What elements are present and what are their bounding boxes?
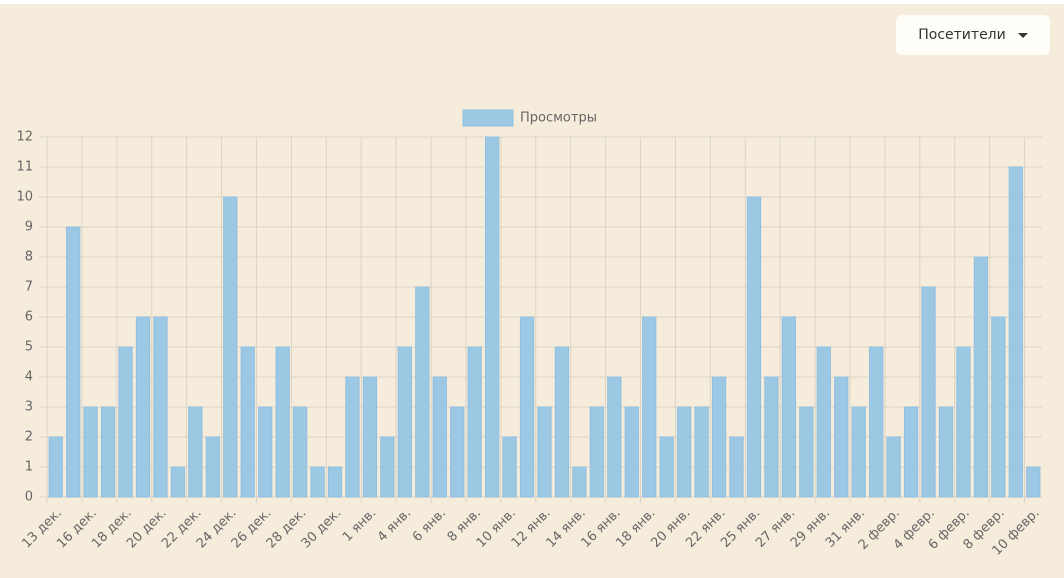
- bar: [869, 346, 884, 498]
- bar: [450, 406, 465, 498]
- bar: [834, 376, 849, 498]
- y-tick-label: 5: [25, 340, 33, 355]
- bar: [223, 196, 238, 498]
- bar: [135, 316, 151, 498]
- dropdown-button[interactable]: Посетители: [896, 15, 1050, 55]
- bar: [310, 466, 325, 498]
- bar: [345, 376, 360, 498]
- y-tick-label: 2: [25, 430, 33, 445]
- bar: [83, 406, 98, 498]
- bar: [1008, 166, 1023, 498]
- bar: [554, 346, 570, 498]
- bar: [589, 406, 605, 498]
- bar: [188, 406, 203, 498]
- y-tick-label: 11: [16, 160, 33, 175]
- bar: [921, 286, 936, 498]
- bar: [903, 406, 919, 498]
- bar: [729, 436, 744, 498]
- bar: [327, 466, 343, 498]
- y-tick-label: 8: [25, 250, 33, 265]
- bar: [537, 406, 552, 498]
- bar: [502, 436, 517, 498]
- y-tick-label: 7: [25, 280, 33, 295]
- bar: [100, 406, 116, 498]
- bar: [397, 346, 412, 498]
- bar: [851, 406, 866, 498]
- bar: [467, 346, 482, 498]
- bar: [66, 226, 81, 498]
- x-tick-label: 6 янв.: [410, 506, 449, 545]
- y-tick-label: 3: [25, 400, 33, 415]
- bar: [432, 376, 447, 498]
- bar: [380, 436, 395, 498]
- y-tick-label: 12: [16, 130, 33, 145]
- bar: [153, 316, 168, 498]
- bar: [415, 286, 430, 498]
- bar: [170, 466, 186, 498]
- bar: [938, 406, 954, 498]
- bar: [484, 136, 500, 498]
- bar: [292, 406, 308, 498]
- bar: [886, 436, 901, 498]
- bar: [362, 376, 378, 498]
- bar: [118, 346, 133, 498]
- legend-swatch: [462, 109, 514, 127]
- bar: [48, 436, 63, 498]
- bar: [519, 316, 535, 498]
- y-tick-label: 1: [25, 460, 33, 475]
- bar: [624, 406, 639, 498]
- legend-label: Просмотры: [520, 111, 597, 126]
- y-tick-label: 10: [16, 190, 33, 205]
- bar: [694, 406, 709, 498]
- button-label: Посетители: [918, 27, 1006, 43]
- bar: [973, 256, 989, 498]
- top-strip: [0, 0, 1064, 4]
- bar: [258, 406, 273, 498]
- bar: [799, 406, 814, 498]
- y-tick-label: 0: [25, 490, 33, 505]
- y-tick-label: 4: [25, 370, 33, 385]
- bar: [746, 196, 762, 498]
- bar: [607, 376, 622, 498]
- bar: [764, 376, 779, 498]
- bar: [781, 316, 797, 498]
- bar: [659, 436, 674, 498]
- y-tick-label: 9: [25, 220, 33, 235]
- bar: [991, 316, 1006, 498]
- bar: [205, 436, 220, 498]
- bar: [1026, 466, 1041, 498]
- bar: [275, 346, 290, 498]
- bar: [816, 346, 831, 498]
- bar: [711, 376, 727, 498]
- y-tick-label: 6: [25, 310, 33, 325]
- bar: [956, 346, 971, 498]
- x-tick-label: 1 янв.: [340, 506, 379, 545]
- bar: [240, 346, 255, 498]
- bar: [572, 466, 587, 498]
- bar: [642, 316, 657, 498]
- bar: [677, 406, 692, 498]
- x-tick-label: 4 янв.: [375, 506, 414, 545]
- caret: [1017, 32, 1028, 38]
